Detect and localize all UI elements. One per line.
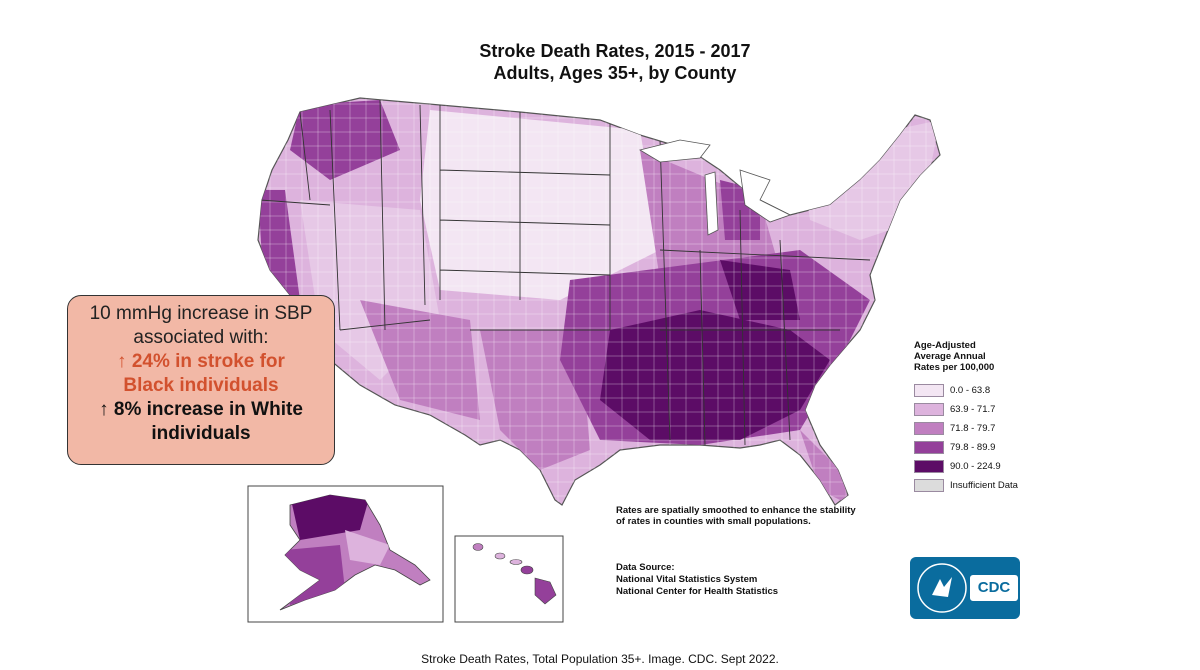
legend-label: 0.0 - 63.8 (950, 385, 991, 396)
hawaii-island-molokai (509, 559, 523, 565)
region-appalachia-highest (720, 260, 800, 320)
legend-label: 79.8 - 89.9 (950, 442, 996, 453)
legend-title-line1: Age-Adjusted (914, 340, 976, 351)
legend-swatch (914, 384, 944, 397)
map-title: Stroke Death Rates, 2015 - 2017 Adults, … (400, 40, 830, 84)
hhs-eagle-mark (932, 577, 952, 597)
data-source-line1: National Vital Statistics System (616, 574, 758, 585)
region-deep-south-highest (600, 310, 830, 440)
hawaii-island-oahu (494, 552, 506, 560)
region-southwest-mid (360, 300, 480, 420)
legend-item: 63.9 - 71.7 (914, 400, 1034, 419)
legend-label: Insufficient Data (950, 480, 1018, 491)
legend-item: 71.8 - 79.7 (914, 419, 1034, 438)
cdc-logo-text: CDC (970, 575, 1018, 601)
state-lines-west (259, 99, 431, 331)
alaska-interior-light (345, 530, 390, 565)
legend-item: 0.0 - 63.8 (914, 381, 1034, 400)
region-florida (800, 430, 850, 505)
legend-swatch (914, 422, 944, 435)
data-source-line2: National Center for Health Statistics (616, 586, 779, 597)
state-lines-plains (439, 105, 611, 331)
hhs-seal-ring (917, 563, 967, 613)
legend-label: 63.9 - 71.7 (950, 404, 996, 415)
legend-swatch (914, 441, 944, 454)
hhs-eagle-icon (917, 563, 967, 613)
legend-title-line2: Average Annual (914, 351, 986, 362)
legend-swatch (914, 403, 944, 416)
smoothing-note: Rates are spatially smoothed to enhance … (616, 505, 856, 527)
sbp-callout-box: 10 mmHg increase in SBP associated with:… (67, 295, 335, 465)
legend-swatch (914, 479, 944, 492)
map-title-line1: Stroke Death Rates, 2015 - 2017 (479, 41, 751, 61)
legend-title: Age-Adjusted Average Annual Rates per 10… (914, 340, 1034, 373)
map-legend: Age-Adjusted Average Annual Rates per 10… (914, 340, 1034, 495)
hawaii-island-big-island (534, 577, 557, 605)
callout-line3: ↑ 24% in stroke for (117, 351, 285, 372)
cdc-logo: CDC (910, 557, 1020, 619)
state-boundaries (259, 99, 871, 446)
legend-item: Insufficient Data (914, 476, 1034, 495)
region-pacific-coast (258, 190, 300, 320)
region-northeast-light (800, 120, 940, 240)
lake-superior (638, 139, 711, 163)
legend-swatch (914, 460, 944, 473)
legend-title-line3: Rates per 100,000 (914, 362, 995, 373)
hawaii-inset-map (472, 543, 557, 605)
legend-label: 71.8 - 79.7 (950, 423, 996, 434)
hawaii-island-maui (520, 565, 534, 575)
lake-huron-erie (739, 169, 792, 223)
legend-item: 79.8 - 89.9 (914, 438, 1034, 457)
callout-line6: individuals (151, 423, 251, 444)
hawaii-inset-frame (454, 535, 564, 623)
data-source-heading: Data Source: (616, 562, 675, 573)
lake-michigan (704, 171, 719, 236)
callout-line2: associated with: (133, 327, 269, 348)
legend-label: 90.0 - 224.9 (950, 461, 1001, 472)
map-title-line2: Adults, Ages 35+, by County (493, 63, 737, 83)
alaska-north-dark (290, 495, 370, 540)
data-source: Data Source: National Vital Statistics S… (616, 562, 856, 598)
state-lines-east (659, 139, 871, 446)
image-caption: Stroke Death Rates, Total Population 35+… (421, 652, 779, 666)
legend-item: 90.0 - 224.9 (914, 457, 1034, 476)
callout-line4: Black individuals (123, 375, 279, 396)
hawaii-island-kauai (472, 543, 484, 551)
region-great-plains-light (420, 110, 660, 300)
contiguous-us-map (257, 97, 941, 506)
callout-line5: ↑ 8% increase in White (99, 399, 303, 420)
callout-line1: 10 mmHg increase in SBP (89, 303, 313, 324)
